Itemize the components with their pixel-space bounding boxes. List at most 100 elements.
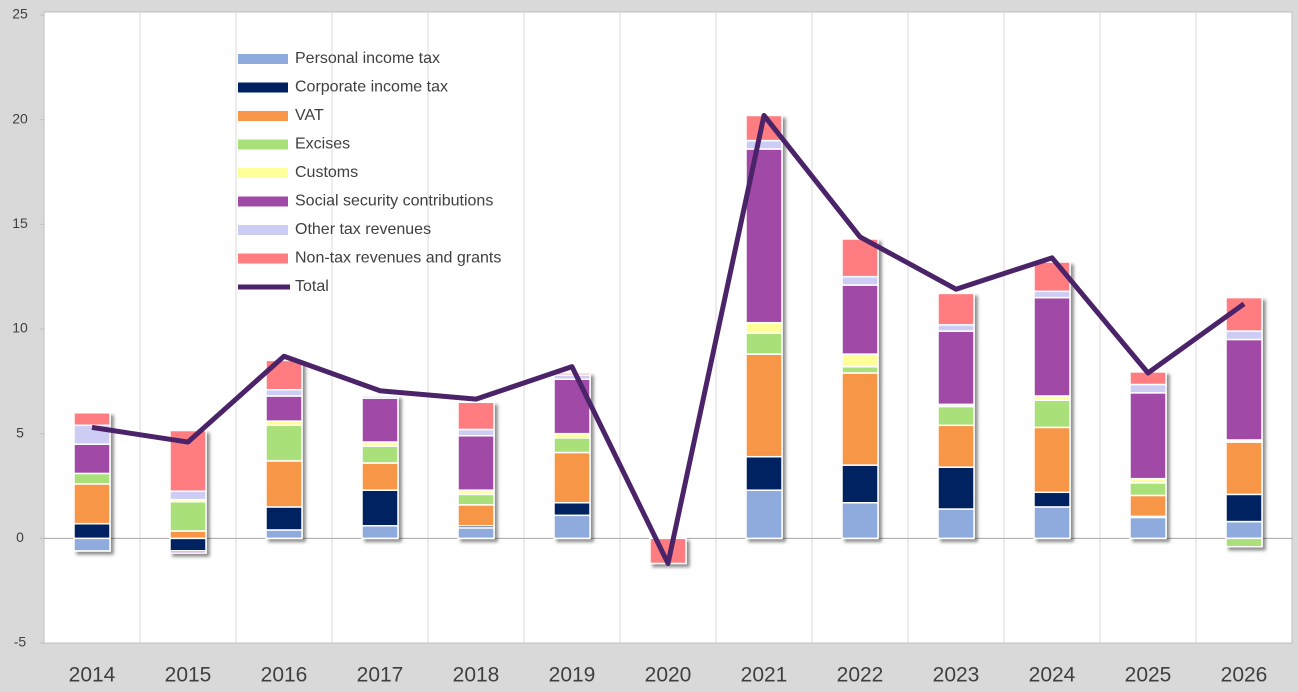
legend-label: Personal income tax xyxy=(295,50,440,67)
bar-segment xyxy=(457,428,495,437)
bar-segment xyxy=(265,388,303,397)
legend-label: Other tax revenues xyxy=(295,221,431,238)
bar-segment xyxy=(265,424,303,462)
bar-segment xyxy=(937,508,975,540)
legend-swatch xyxy=(238,111,288,121)
bar-segment xyxy=(169,530,207,540)
bar-segment xyxy=(553,451,591,504)
bar-segment xyxy=(73,411,111,427)
legend-label: Non-tax revenues and grants xyxy=(295,250,501,267)
bar-segment xyxy=(169,550,207,554)
bar-segment xyxy=(937,424,975,468)
y-tick-label: 0 xyxy=(16,529,24,545)
legend-swatch xyxy=(238,196,288,207)
bar-segment xyxy=(841,464,879,504)
bar-segment xyxy=(1225,537,1263,548)
bar-segment xyxy=(841,501,879,540)
x-tick-label: 2025 xyxy=(1125,664,1172,687)
legend-label: Customs xyxy=(295,164,358,181)
legend-label: Social security contributions xyxy=(295,193,493,210)
bar-segment xyxy=(745,321,783,334)
y-tick-label: -5 xyxy=(14,634,27,650)
bar-segment xyxy=(937,466,975,510)
legend-swatch xyxy=(238,54,288,64)
y-tick-label: 5 xyxy=(16,424,24,440)
legend-swatch xyxy=(238,225,288,235)
legend-label: Total xyxy=(295,278,329,295)
bar-segment xyxy=(1129,482,1167,497)
bar-segment xyxy=(745,353,783,458)
x-tick-label: 2019 xyxy=(549,664,596,687)
legend-label: VAT xyxy=(295,107,324,124)
bar-segment xyxy=(1225,338,1263,441)
bar-segment xyxy=(361,445,399,464)
bar-segment xyxy=(841,353,879,368)
legend-label: Corporate income tax xyxy=(295,79,448,96)
bar-segment xyxy=(457,493,495,506)
x-tick-label: 2015 xyxy=(165,664,212,687)
bar-segment xyxy=(1129,494,1167,518)
bar-segment xyxy=(745,139,783,150)
bar-segment xyxy=(937,292,975,326)
legend-swatch xyxy=(238,253,288,264)
bar-segment xyxy=(1225,330,1263,341)
bar-segment xyxy=(553,437,591,454)
bar-segment xyxy=(457,401,495,431)
x-tick-label: 2026 xyxy=(1221,664,1268,687)
bar-segment xyxy=(937,324,975,332)
legend-swatch xyxy=(238,139,288,150)
bar-segment xyxy=(73,472,111,485)
bar-segment xyxy=(1129,392,1167,480)
bar-segment xyxy=(73,443,111,475)
total-line xyxy=(91,112,1246,566)
bar-segment xyxy=(457,504,495,527)
bar-segment xyxy=(361,395,399,399)
bar-segment xyxy=(169,537,207,552)
x-tick-label: 2017 xyxy=(357,664,404,687)
x-tick-label: 2016 xyxy=(261,664,308,687)
bar-segment xyxy=(1225,493,1263,523)
y-tick-label: 25 xyxy=(12,6,28,22)
bar-segment xyxy=(1033,491,1071,508)
bar-segment xyxy=(265,395,303,422)
bar-segment xyxy=(1225,520,1263,540)
x-tick-label: 2020 xyxy=(645,664,692,687)
bar-segment xyxy=(841,284,879,355)
bar-segment xyxy=(457,435,495,491)
bar-segment xyxy=(1129,516,1167,540)
bar-segment xyxy=(265,460,303,508)
bar-segment xyxy=(265,529,303,540)
bar-segment xyxy=(361,397,399,443)
bar-segment xyxy=(841,275,879,286)
bar-segment xyxy=(1033,290,1071,299)
bar-segment xyxy=(1225,441,1263,496)
bar-segment xyxy=(1033,506,1071,540)
bar-segment xyxy=(169,490,207,501)
bar-segment xyxy=(937,330,975,406)
x-tick-label: 2021 xyxy=(741,664,788,687)
legend-swatch xyxy=(238,168,288,178)
bar-segment xyxy=(361,489,399,527)
bars xyxy=(73,114,1263,565)
bar-segment xyxy=(73,537,111,552)
legend-label: Excises xyxy=(295,136,350,153)
bar-segment xyxy=(1129,383,1167,394)
bar-segment xyxy=(1033,399,1071,429)
x-tick-label: 2024 xyxy=(1029,664,1076,687)
bar-segment xyxy=(841,372,879,466)
x-tick-label: 2018 xyxy=(453,664,500,687)
bar-segment xyxy=(361,462,399,491)
x-tick-label: 2023 xyxy=(933,664,980,687)
x-tick-label: 2022 xyxy=(837,664,884,687)
y-tick-label: 20 xyxy=(12,110,28,126)
y-tick-label: 10 xyxy=(12,320,28,336)
bar-segment xyxy=(745,332,783,355)
bar-segment xyxy=(265,506,303,531)
y-tick-label: 15 xyxy=(12,215,28,231)
bar-segment xyxy=(841,365,879,374)
bar-segment xyxy=(169,500,207,532)
bar-segment xyxy=(553,514,591,540)
x-tick-label: 2014 xyxy=(69,664,116,687)
bar-segment xyxy=(73,483,111,525)
